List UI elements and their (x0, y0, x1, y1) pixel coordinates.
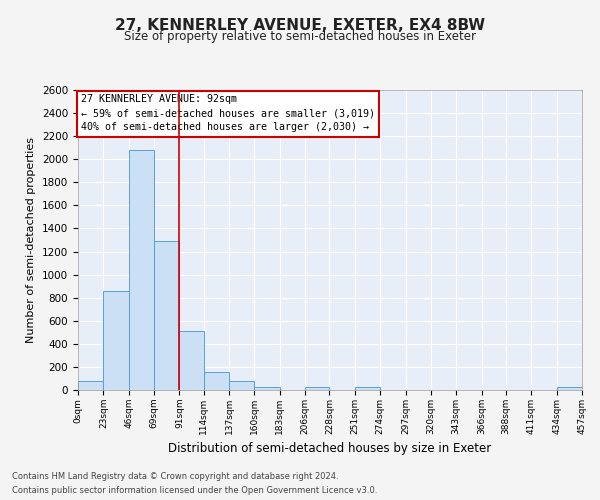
Bar (355, 386, 380, 390)
Bar (557, 386, 582, 390)
Text: 27, KENNERLEY AVENUE, EXETER, EX4 8BW: 27, KENNERLEY AVENUE, EXETER, EX4 8BW (115, 18, 485, 32)
Text: 27 KENNERLEY AVENUE: 92sqm
← 59% of semi-detached houses are smaller (3,019)
40%: 27 KENNERLEY AVENUE: 92sqm ← 59% of semi… (80, 94, 374, 132)
Bar (305, 386, 329, 390)
Text: Size of property relative to semi-detached houses in Exeter: Size of property relative to semi-detach… (124, 30, 476, 43)
Bar (254, 386, 280, 390)
Bar (204, 372, 229, 390)
Text: Contains public sector information licensed under the Open Government Licence v3: Contains public sector information licen… (12, 486, 377, 495)
Text: Contains HM Land Registry data © Crown copyright and database right 2024.: Contains HM Land Registry data © Crown c… (12, 472, 338, 481)
Y-axis label: Number of semi-detached properties: Number of semi-detached properties (26, 137, 37, 343)
X-axis label: Distribution of semi-detached houses by size in Exeter: Distribution of semi-detached houses by … (169, 442, 491, 456)
Bar (78, 382, 103, 390)
Bar (229, 382, 254, 390)
Bar (179, 330, 204, 390)
Bar (154, 241, 179, 390)
Bar (103, 292, 129, 390)
Bar (129, 150, 154, 390)
